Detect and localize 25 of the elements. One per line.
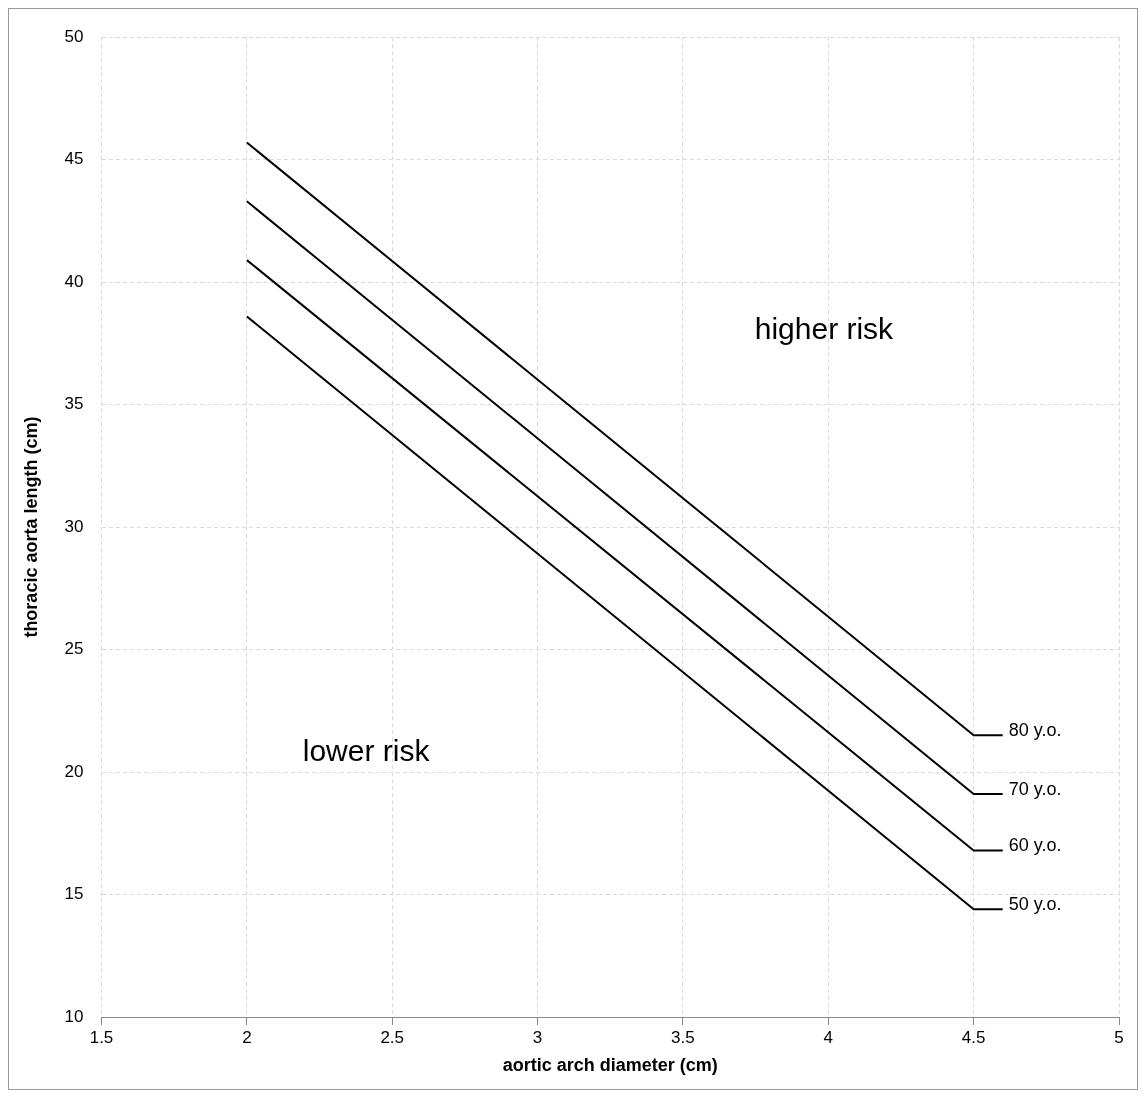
y-tick-label: 50 bbox=[64, 26, 84, 46]
y-tick-label: 45 bbox=[64, 149, 84, 169]
series-label: 60 y.o. bbox=[1008, 835, 1062, 856]
y-tick-label: 15 bbox=[64, 884, 84, 904]
x-tick-label: 1.5 bbox=[89, 1027, 114, 1047]
x-tick-label: 4 bbox=[823, 1027, 834, 1047]
y-tick-label: 10 bbox=[64, 1006, 84, 1026]
x-axis-title: aortic arch diameter (cm) bbox=[502, 1055, 718, 1076]
y-tick-label: 35 bbox=[64, 394, 84, 414]
x-tick-label: 5 bbox=[1114, 1027, 1124, 1047]
x-tick-label: 3 bbox=[532, 1027, 543, 1047]
y-tick-label: 40 bbox=[64, 271, 84, 291]
x-tick-label: 2.5 bbox=[380, 1027, 405, 1047]
x-tick-label: 4.5 bbox=[961, 1027, 986, 1047]
series-label: 80 y.o. bbox=[1008, 720, 1062, 741]
x-tick-label: 2 bbox=[242, 1027, 252, 1047]
series-label: 70 y.o. bbox=[1008, 779, 1062, 800]
series-label: 50 y.o. bbox=[1008, 894, 1062, 915]
y-tick-label: 30 bbox=[64, 516, 84, 536]
annotation: lower risk bbox=[302, 733, 431, 767]
annotation: higher risk bbox=[754, 312, 895, 346]
y-tick-label: 25 bbox=[64, 639, 84, 659]
y-tick-label: 20 bbox=[64, 761, 84, 781]
x-tick-label: 3.5 bbox=[671, 1027, 695, 1047]
y-axis-title: thoracic aorta length (cm) bbox=[20, 416, 41, 638]
